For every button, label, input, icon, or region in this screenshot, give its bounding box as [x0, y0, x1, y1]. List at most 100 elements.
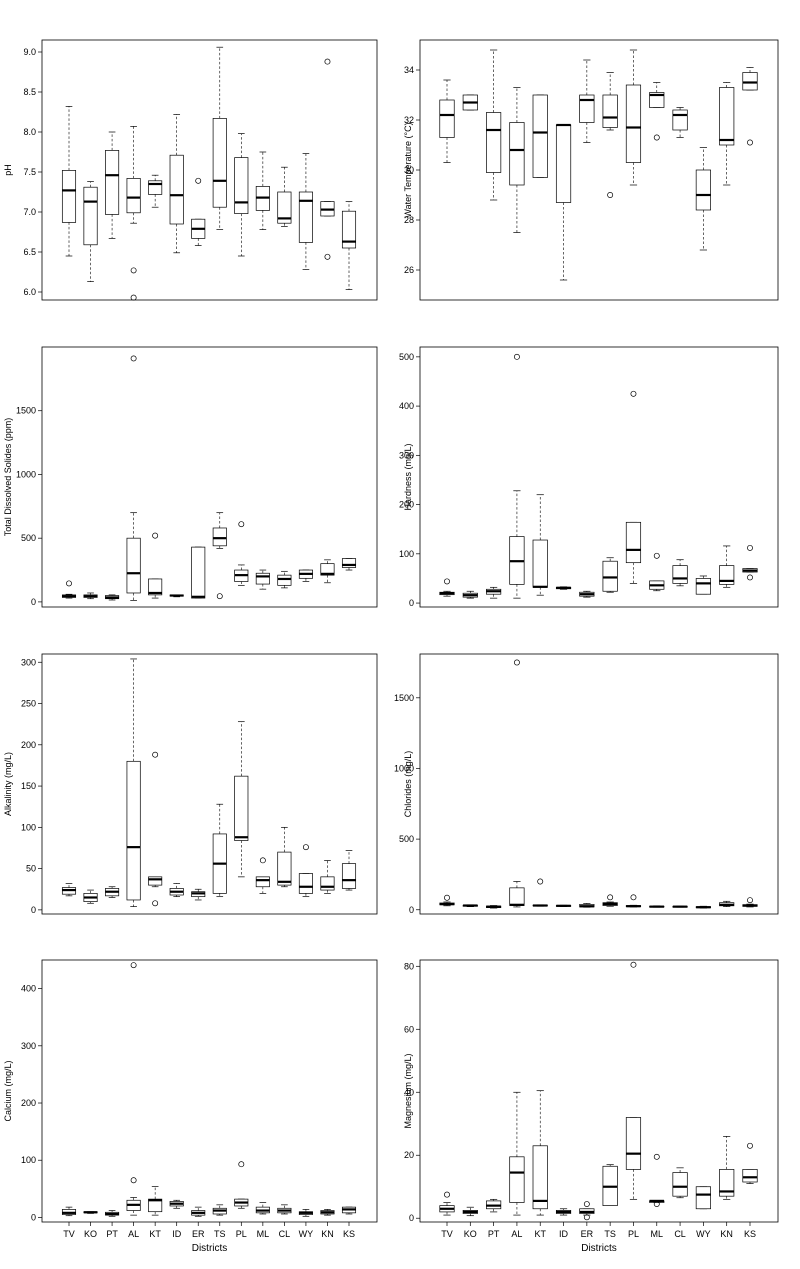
box-PT — [486, 586, 502, 599]
iqr-box — [320, 876, 335, 891]
iqr-box — [148, 578, 163, 596]
panel-6: 0 500 1000 1500 Chlorides (mg/L) — [394, 653, 779, 915]
y-tick-label: 6.5 — [23, 247, 36, 257]
box-PL — [625, 49, 642, 186]
box-PT — [486, 1198, 502, 1213]
box-KO — [462, 94, 478, 111]
iqr-box — [672, 109, 688, 131]
y-tick-label: 0 — [31, 905, 36, 915]
box-TV — [61, 883, 77, 897]
outlier-point — [747, 897, 753, 904]
plot-frame — [41, 346, 378, 608]
box-PT — [105, 594, 120, 601]
x-tick-label: ID — [172, 1229, 182, 1239]
box-KN — [719, 82, 735, 186]
iqr-box — [148, 1198, 163, 1213]
box-TS — [602, 72, 618, 198]
box-TS — [602, 894, 618, 907]
box-AL — [509, 353, 525, 599]
box-ML — [255, 151, 270, 230]
box-CL — [277, 826, 292, 888]
outlier-point — [630, 390, 637, 397]
y-tick-label: 60 — [404, 1024, 414, 1034]
iqr-box — [509, 887, 525, 906]
box-WY — [298, 153, 313, 270]
box-KO — [83, 181, 98, 282]
x-tick-label: KT — [149, 1229, 161, 1239]
box-KN — [719, 900, 735, 908]
panel-8: 0 20 40 60 80 Magnesium (mg/L) TV KO PT AL KT ID ER T… — [403, 959, 779, 1254]
box-PT — [486, 905, 502, 909]
box-KO — [83, 592, 98, 600]
y-tick-label: 400 — [21, 984, 36, 994]
outlier-point — [152, 751, 159, 758]
y-tick-label: 7.0 — [23, 207, 36, 217]
box-WY — [695, 575, 711, 595]
box-AL — [509, 659, 525, 908]
outlier-point — [238, 1161, 245, 1168]
box-ML — [649, 905, 665, 908]
iqr-box — [126, 537, 141, 594]
y-tick-label: 1500 — [16, 406, 36, 416]
iqr-box — [277, 574, 292, 586]
y-tick-label: 30 — [404, 165, 414, 175]
box-KS — [742, 544, 758, 581]
iqr-box — [439, 99, 455, 138]
x-tick-label: PT — [106, 1229, 118, 1239]
box-KO — [462, 590, 478, 599]
outlier-point — [130, 294, 137, 301]
box-KT — [532, 94, 548, 178]
box-PT — [105, 886, 120, 898]
outlier-point — [152, 900, 159, 907]
outlier-point — [444, 578, 450, 585]
outlier-point — [747, 1142, 753, 1149]
iqr-box — [341, 558, 357, 568]
x-tick-label: ID — [559, 1229, 569, 1239]
box-WY — [695, 905, 711, 909]
y-tick-label: 7.5 — [23, 167, 36, 177]
y-tick-label: 300 — [21, 657, 36, 667]
y-tick-label: 6.0 — [23, 287, 36, 297]
outlier-point — [324, 58, 331, 65]
outlier-point — [537, 878, 544, 885]
box-ML — [649, 552, 665, 592]
outlier-point — [324, 253, 331, 260]
box-KS — [742, 67, 758, 146]
iqr-box — [742, 72, 758, 91]
y-tick-label: 1500 — [394, 693, 414, 703]
x-axis-label: Districts — [192, 1243, 228, 1254]
iqr-box — [126, 760, 141, 901]
iqr-box — [277, 191, 292, 224]
y-tick-label: 80 — [404, 961, 414, 971]
iqr-box — [695, 169, 711, 211]
iqr-box — [649, 92, 665, 108]
box-CL — [672, 559, 688, 587]
y-tick-label: 1000 — [394, 763, 414, 773]
y-axis-label: Magnesium (mg/L) — [403, 1053, 413, 1128]
y-tick-label: 500 — [21, 533, 36, 543]
box-KO — [462, 1206, 478, 1217]
box-PT — [105, 1210, 120, 1217]
iqr-box — [83, 186, 98, 246]
x-tick-label: KS — [744, 1229, 756, 1239]
box-AL — [509, 87, 525, 233]
outlier-point — [152, 532, 159, 539]
x-tick-label: KO — [464, 1229, 477, 1239]
box-WY — [695, 147, 711, 251]
box-WY — [298, 569, 313, 582]
box-ID — [555, 1208, 572, 1216]
y-tick-label: 200 — [21, 740, 36, 750]
iqr-box — [532, 539, 548, 588]
y-tick-label: 0 — [31, 1212, 36, 1222]
y-tick-label: 0 — [31, 597, 36, 607]
box-ID — [555, 586, 572, 590]
outlier-point — [444, 894, 450, 901]
box-KO — [83, 1211, 98, 1214]
x-tick-label: TV — [63, 1229, 75, 1239]
box-TV — [439, 79, 455, 163]
outlier-point — [513, 659, 520, 666]
iqr-box — [555, 124, 572, 203]
outlier-point — [653, 1153, 660, 1160]
outlier-point — [195, 177, 202, 184]
y-axis-label: Water Temperature (°C) — [403, 122, 413, 217]
